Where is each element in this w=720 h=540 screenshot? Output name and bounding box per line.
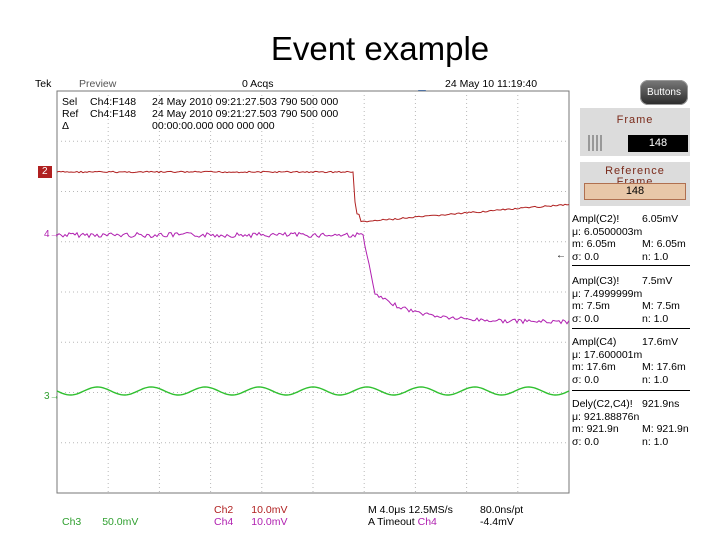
meas-mean: μ: 921.88876n — [572, 410, 640, 423]
meas-title: Ampl(C3)! — [572, 275, 620, 287]
acqs-label: 0 Acqs — [242, 78, 274, 90]
meas-sigma: σ: 0.0 — [572, 373, 599, 386]
ch2-scale: 10.0mV — [251, 504, 288, 516]
brand-label: Tek — [35, 78, 52, 90]
datetime-label: 24 May 10 11:19:40 — [445, 78, 538, 90]
trigger-mode: A Timeout — [368, 516, 415, 528]
info-time: 00:00:00.000 000 000 000 — [152, 120, 275, 132]
measurement-block-c4[interactable]: Ampl(C4) 17.6mV μ: 17.600001m m: 17.6m M: … — [572, 336, 692, 386]
ch4-marker[interactable]: 4→ — [44, 229, 60, 240]
ch4-marker-label: 4 — [44, 229, 50, 240]
meas-value: 921.9ns — [642, 398, 680, 410]
meas-max: M: 17.6m — [642, 361, 686, 373]
meas-mean: μ: 7.4999999m — [572, 287, 643, 300]
ch3-marker[interactable]: 3→ — [44, 391, 60, 402]
meas-max: M: 6.05m — [642, 238, 686, 250]
frame-label: Frame — [580, 108, 690, 132]
meas-count: n: 1.0 — [642, 435, 669, 448]
info-chan: Ch4:F148 — [90, 96, 137, 108]
ch3-scale: 50.0mV — [102, 516, 139, 528]
mode-label: Preview — [79, 78, 117, 90]
ch4-scale: 10.0mV — [251, 516, 288, 528]
meas-value: 17.6mV — [642, 336, 679, 348]
measurement-block-c3[interactable]: Ampl(C3)! 7.5mV μ: 7.4999999m m: 7.5m M: 7… — [572, 275, 692, 325]
meas-value: 7.5mV — [642, 275, 673, 287]
ch4-label: Ch4 — [214, 516, 234, 528]
reference-frame-value[interactable]: 148 — [584, 183, 686, 200]
measurement-block-delay[interactable]: Dely(C2,C4)! 921.9ns μ: 921.88876n m: 921… — [572, 398, 692, 448]
info-chan: Ch4:F148 — [90, 108, 137, 120]
info-label: Ref — [62, 108, 79, 120]
divider — [572, 328, 690, 329]
slide-title: Event example — [270, 30, 490, 67]
ch2-marker-label: 2 — [42, 166, 48, 177]
meas-sigma: σ: 0.0 — [572, 312, 599, 325]
ch3-marker-label: 3 — [44, 391, 50, 402]
ch2-marker[interactable]: 2 — [38, 166, 52, 178]
buttons-button[interactable]: Buttons — [640, 80, 688, 105]
meas-min: m: 921.9n — [572, 423, 619, 435]
trigger-level: -4.4mV — [480, 516, 514, 528]
timebase-readout[interactable]: M 4.0μs 12.5MS/s A Timeout Ch4 — [368, 504, 453, 528]
meas-sigma: σ: 0.0 — [572, 250, 599, 263]
trigger-source: Ch4 — [417, 516, 437, 528]
ch3-label: Ch3 — [62, 516, 82, 528]
meas-min: m: 17.6m — [572, 361, 616, 373]
info-label: Δ — [62, 120, 70, 132]
meas-min: m: 7.5m — [572, 300, 610, 312]
info-time: 24 May 2010 09:21:27.503 790 500 000 — [152, 108, 339, 120]
divider — [572, 265, 690, 266]
frame-panel: Buttons Frame 148 Reference Frame 148 — [572, 78, 690, 234]
ch3-trace — [56, 386, 570, 396]
sample-readout[interactable]: 80.0ns/pt -4.4mV — [480, 504, 523, 528]
meas-title: Ampl(C2)! — [572, 213, 620, 225]
meas-min: m: 6.05m — [572, 238, 616, 250]
meas-count: n: 1.0 — [642, 312, 669, 325]
frame-value[interactable]: 148 — [628, 135, 688, 152]
graticule — [57, 91, 569, 493]
meas-value: 6.05mV — [642, 213, 679, 225]
sample-interval: 80.0ns/pt — [480, 504, 524, 516]
meas-count: n: 1.0 — [642, 250, 669, 263]
meas-mean: μ: 17.600001m — [572, 348, 643, 361]
divider — [572, 390, 690, 391]
meas-count: n: 1.0 — [642, 373, 669, 386]
ch2-label: Ch2 — [214, 504, 234, 516]
meas-mean: μ: 6.0500003m — [572, 225, 643, 238]
ch3-readout[interactable]: Ch3 50.0mV — [62, 516, 138, 528]
reference-frame-label-line1: Reference — [605, 165, 665, 177]
frame-control[interactable]: 148 — [580, 132, 690, 156]
meas-max: M: 7.5m — [642, 300, 680, 312]
measurement-block-c2[interactable]: Ampl(C2)! 6.05mV μ: 6.0500003m m: 6.05m M:… — [572, 213, 692, 263]
ch4-trace — [56, 231, 570, 325]
reference-arrow-icon: ← — [556, 250, 566, 261]
info-time: 24 May 2010 09:21:27.503 790 500 000 — [152, 96, 339, 108]
meas-max: M: 921.9n — [642, 423, 689, 435]
reference-frame-label-line2: Frame — [616, 176, 654, 188]
info-label: Sel — [62, 96, 78, 108]
timebase-label: M 4.0μs 12.5MS/s — [368, 504, 453, 516]
meas-title: Ampl(C4) — [572, 336, 617, 348]
meas-sigma: σ: 0.0 — [572, 435, 599, 448]
ch2-trace — [56, 170, 570, 223]
ch2-ch4-readout[interactable]: Ch2 10.0mV Ch4 10.0mV — [214, 504, 287, 528]
multipurpose-knob-icon — [588, 135, 602, 151]
meas-title: Dely(C2,C4)! — [572, 398, 633, 410]
